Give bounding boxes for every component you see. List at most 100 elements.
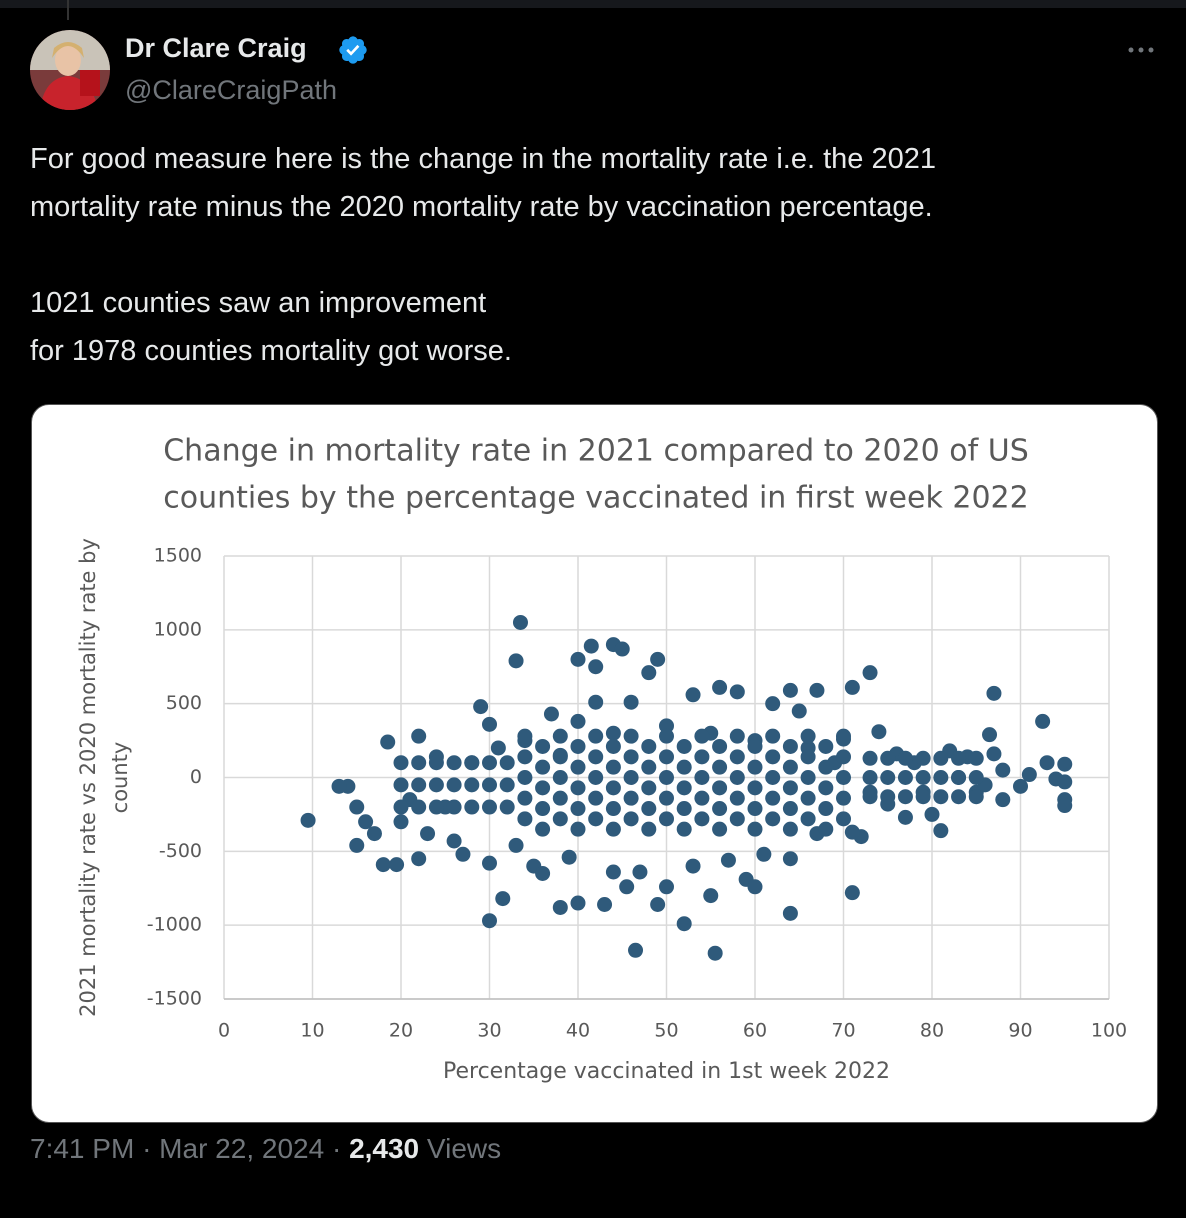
date[interactable]: Mar 22, 2024 [159, 1133, 325, 1164]
point [986, 685, 1002, 701]
point [712, 801, 728, 817]
point [1039, 755, 1055, 771]
display-name[interactable]: Dr Clare Craig [125, 33, 307, 63]
point [588, 770, 604, 785]
point [800, 770, 816, 785]
point [570, 651, 586, 667]
views-label: Views [426, 1133, 502, 1164]
point [685, 687, 701, 703]
point [729, 728, 745, 744]
point [747, 738, 763, 754]
handle[interactable]: @ClareCraigPath [125, 75, 337, 105]
point [897, 750, 913, 766]
point [836, 811, 851, 827]
point [995, 792, 1011, 808]
point [482, 855, 497, 871]
point [765, 696, 781, 712]
point [1021, 767, 1037, 783]
point [729, 811, 745, 827]
time[interactable]: 7:41 PM [30, 1133, 135, 1164]
point [389, 857, 405, 873]
point [800, 749, 816, 765]
point [747, 821, 763, 837]
more-button[interactable] [1126, 40, 1158, 60]
separator: · [331, 1133, 342, 1164]
point [986, 746, 1002, 762]
y-axis-label: 2021 mortality rate vs 2020 mortality ra… [76, 538, 100, 1017]
point [712, 780, 728, 796]
point [623, 790, 639, 806]
point [712, 679, 728, 695]
verified-badge[interactable] [337, 34, 369, 66]
point [570, 801, 586, 817]
point [482, 799, 497, 815]
point [729, 684, 745, 700]
point [482, 755, 497, 771]
x-tick-label: 0 [218, 1020, 230, 1042]
point [756, 846, 772, 862]
point [818, 738, 834, 754]
x-tick-label: 100 [1091, 1020, 1127, 1042]
point [588, 694, 604, 710]
point [1035, 713, 1051, 729]
point [552, 728, 568, 744]
point [694, 749, 710, 765]
point [818, 821, 834, 837]
point [588, 811, 604, 827]
point [570, 780, 586, 796]
point [641, 738, 657, 754]
avatar[interactable] [30, 30, 110, 110]
point [482, 777, 497, 793]
point [676, 801, 692, 817]
point [552, 790, 568, 806]
point [933, 823, 949, 839]
point [915, 789, 931, 805]
point [605, 821, 621, 837]
point [446, 833, 462, 849]
point [428, 755, 444, 771]
point [933, 770, 949, 785]
point [420, 826, 436, 842]
point [897, 770, 913, 785]
point [623, 694, 639, 710]
point [570, 759, 586, 775]
point [747, 879, 763, 895]
chart-card[interactable]: Change in mortality rate in 2021 compare… [31, 404, 1158, 1123]
point [782, 905, 798, 921]
point [729, 790, 745, 806]
point [535, 780, 551, 796]
point [623, 728, 639, 744]
point [862, 750, 878, 766]
point [982, 727, 998, 743]
point [844, 679, 860, 695]
point [411, 851, 427, 867]
point [605, 738, 621, 754]
point [623, 770, 639, 785]
point [747, 801, 763, 817]
point [300, 812, 316, 828]
point [694, 770, 710, 785]
point [924, 806, 940, 822]
point [933, 750, 949, 766]
point [880, 789, 896, 805]
point [411, 755, 427, 771]
point [897, 789, 913, 805]
point [570, 738, 586, 754]
point [782, 682, 798, 698]
point [517, 728, 533, 744]
point [694, 790, 710, 806]
point [473, 699, 489, 715]
point [512, 614, 528, 630]
point [358, 814, 374, 830]
point [968, 750, 984, 766]
point [535, 759, 551, 775]
point [411, 777, 427, 793]
point [393, 755, 409, 771]
point [836, 749, 851, 765]
x-tick-label: 90 [1008, 1020, 1032, 1042]
point [1057, 774, 1073, 790]
point [641, 821, 657, 837]
point [588, 659, 604, 675]
point [1057, 798, 1073, 814]
